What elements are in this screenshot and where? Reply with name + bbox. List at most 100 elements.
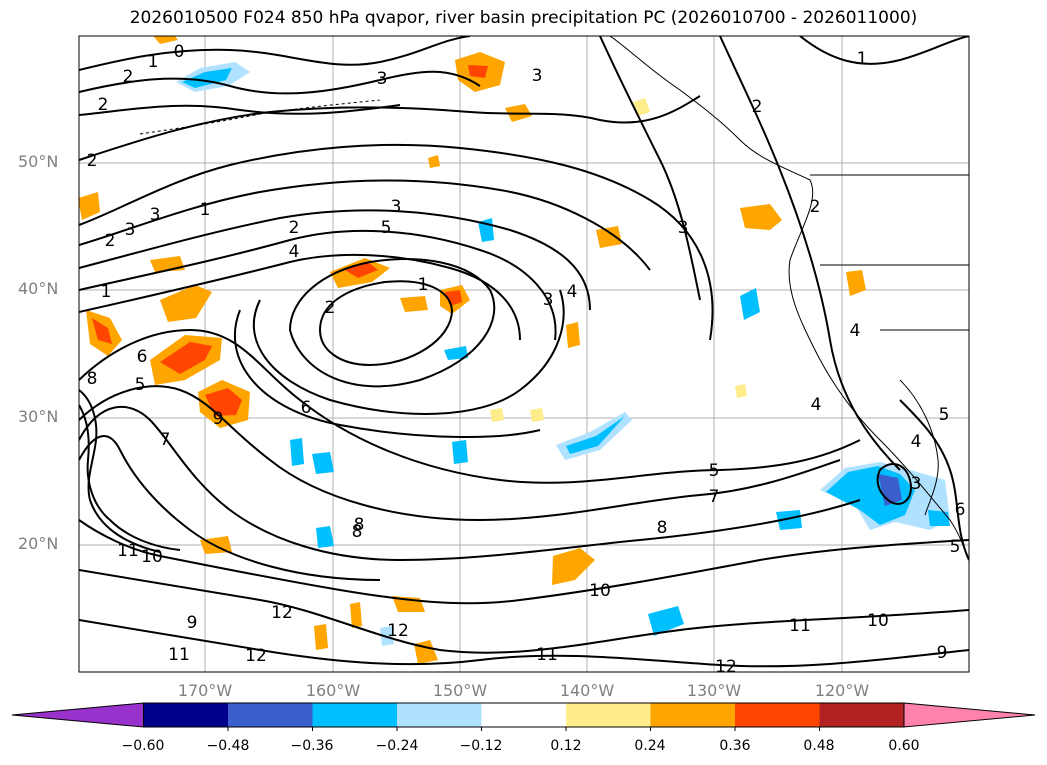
contour-line [79,104,401,116]
contour-label: 9 [937,643,948,663]
colorbar [11,702,1036,731]
colorbar-segment [566,703,651,727]
contour-line [79,179,651,271]
contour-line [799,36,969,65]
contour-label: 10 [141,547,163,567]
contour-label: 1 [857,49,868,69]
precip-patch [633,98,650,116]
colorbar-segment [819,703,905,727]
contour-label: 7 [160,430,171,450]
contour-label: 11 [789,616,811,636]
precip-patch [566,322,580,348]
colorbar-tick-label: 0.12 [550,738,582,754]
precip-patch [452,440,468,464]
precip-patch [400,296,428,312]
colorbar-segment [650,703,736,727]
contour-label-group: 0 1 2 2 3 3 2 2 3 3 1 2 4 5 3 4 1 2 1 2 … [87,42,966,677]
contour-label: 6 [301,398,312,418]
contour-label: 12 [387,621,409,641]
contour-label: 3 [678,218,689,238]
precip-patch [596,226,622,248]
map-background [79,36,969,672]
precip-patch [490,408,504,422]
contour-label: 3 [543,290,554,310]
contour-label: 1 [101,282,112,302]
contour-label: 11 [168,645,190,665]
colorbar-tick-label: 0.48 [803,738,835,754]
figure-title: 2026010500 F024 850 hPa qvapor, river ba… [129,8,918,28]
precip-patch [312,452,334,474]
contour-line [79,404,181,551]
precip-patch [428,155,440,168]
precip-patch [552,548,595,585]
map-frame [78,35,970,673]
contour-line [288,258,496,388]
contour-label: 4 [289,242,300,262]
contour-label: 3 [125,220,136,240]
contour-label: 3 [150,205,161,225]
colorbar-extend-min [11,702,144,728]
contour-label: 2 [98,95,109,115]
contour-label: 4 [811,395,822,415]
contour-line [79,619,969,668]
contour-line [79,435,381,581]
contour-line [79,229,557,341]
precip-patch [160,285,212,322]
coastlines [139,36,969,561]
colorbar-segment [312,703,398,727]
precip-patch [79,192,100,220]
contour-label: 12 [271,603,293,623]
colorbar-outline [143,702,905,728]
contour-label: 12 [715,657,737,677]
contour-label: 3 [377,69,388,89]
colorbar-tick-label: 0.60 [888,738,920,754]
precip-patch [776,510,802,530]
colorbar-segment [143,703,229,727]
contour-label: 4 [850,321,861,341]
lon-label-120w: 120°W [814,681,870,700]
contour-line [234,309,541,438]
contour-label: 2 [87,151,98,171]
colorbar-tick-label: −0.60 [121,738,165,754]
contour-label: 2 [325,298,336,318]
contour-line [79,95,701,161]
map-content [79,36,969,672]
colorbar-extend-max [903,702,1036,728]
colorbar-tick-label: −0.36 [290,738,334,754]
contour-line [899,399,969,561]
lon-label-170w: 170°W [177,681,233,700]
contour-line [79,385,841,522]
contour-label: 11 [117,541,139,561]
precip-patch [92,318,112,344]
contour-line [79,569,969,654]
colorbar-segment [735,703,820,727]
precip-patch [160,342,212,374]
contour-line [79,253,521,341]
lat-label-30n: 30°N [18,407,59,426]
contour-label: 3 [911,474,922,494]
colorbar-segment [228,703,313,727]
precip-patch [153,36,178,44]
precip-patch [928,510,950,526]
contour-label: 10 [867,611,889,631]
coastline-north-america [609,36,969,561]
contour-line [79,36,471,71]
qvapor-contours [79,36,969,668]
contour-label: 1 [200,200,211,220]
precip-patch [530,408,544,422]
contour-label: 12 [245,646,267,666]
contour-label: 5 [381,218,392,238]
coastline-aleutians [139,99,381,135]
precip-patch [740,204,782,230]
contour-label: 5 [939,405,950,425]
lat-label-50n: 50°N [18,152,59,171]
contour-label: 8 [354,515,365,535]
precip-patch [566,416,625,454]
contour-line [79,406,861,562]
contour-line [79,519,969,605]
contour-line [79,70,481,95]
lon-label-160w: 160°W [305,681,361,700]
precip-patch [205,388,242,416]
precip-patch [182,68,232,88]
